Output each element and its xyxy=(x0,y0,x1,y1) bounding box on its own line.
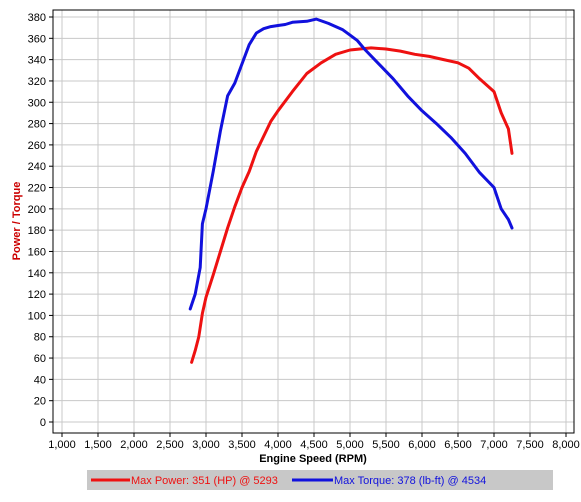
y-tick-label: 60 xyxy=(34,353,46,365)
x-axis-title: Engine Speed (RPM) xyxy=(259,453,367,465)
y-tick-label: 320 xyxy=(28,76,46,88)
y-tick-label: 240 xyxy=(28,161,46,173)
x-tick-label: 2,000 xyxy=(120,439,148,451)
y-tick-label: 260 xyxy=(28,140,46,152)
y-tick-label: 20 xyxy=(34,396,46,408)
torque-series-line xyxy=(188,17,514,311)
y-tick-label: 40 xyxy=(34,374,46,386)
x-tick-label: 1,500 xyxy=(84,439,112,451)
y-tick-label: 380 xyxy=(28,12,46,24)
power-series-line xyxy=(190,46,514,364)
y-tick-label: 120 xyxy=(28,289,46,301)
y-tick-label: 160 xyxy=(28,246,46,258)
axis-ticks: 1,000 1,500 2,000 2,500 3,000 3,500 4,000 4,500… xyxy=(28,12,580,451)
legend-label-torque: Max Torque: 378 (lb-ft) @ 4534 xyxy=(334,475,486,487)
legend: Max Power: 351 (HP) @ 5293 Max Torque: 3… xyxy=(87,470,553,490)
x-tick-label: 5,500 xyxy=(372,439,400,451)
y-tick-label: 140 xyxy=(28,268,46,280)
y-tick-label: 300 xyxy=(28,97,46,109)
y-tick-label: 100 xyxy=(28,310,46,322)
x-tick-label: 8,000 xyxy=(552,439,580,451)
y-tick-label: 180 xyxy=(28,225,46,237)
x-tick-label: 2,500 xyxy=(156,439,184,451)
series-layer xyxy=(188,17,514,364)
x-tick-label: 4,500 xyxy=(300,439,328,451)
x-tick-label: 7,500 xyxy=(516,439,544,451)
y-tick-label: 200 xyxy=(28,204,46,216)
x-tick-label: 6,500 xyxy=(444,439,472,451)
y-tick-label: 0 xyxy=(40,417,46,429)
legend-label-power: Max Power: 351 (HP) @ 5293 xyxy=(131,475,278,487)
x-tick-label: 3,500 xyxy=(228,439,256,451)
x-tick-label: 4,000 xyxy=(264,439,292,451)
x-tick-label: 7,000 xyxy=(480,439,508,451)
y-tick-label: 220 xyxy=(28,183,46,195)
x-tick-label: 5,000 xyxy=(336,439,364,451)
y-axis-title: Power / Torque xyxy=(11,182,23,261)
x-tick-label: 3,000 xyxy=(192,439,220,451)
y-tick-label: 280 xyxy=(28,119,46,131)
grid xyxy=(53,10,574,433)
y-tick-label: 80 xyxy=(34,332,46,344)
x-tick-label: 1,000 xyxy=(48,439,76,451)
y-tick-label: 340 xyxy=(28,55,46,67)
y-tick-label: 360 xyxy=(28,33,46,45)
x-tick-label: 6,000 xyxy=(408,439,436,451)
